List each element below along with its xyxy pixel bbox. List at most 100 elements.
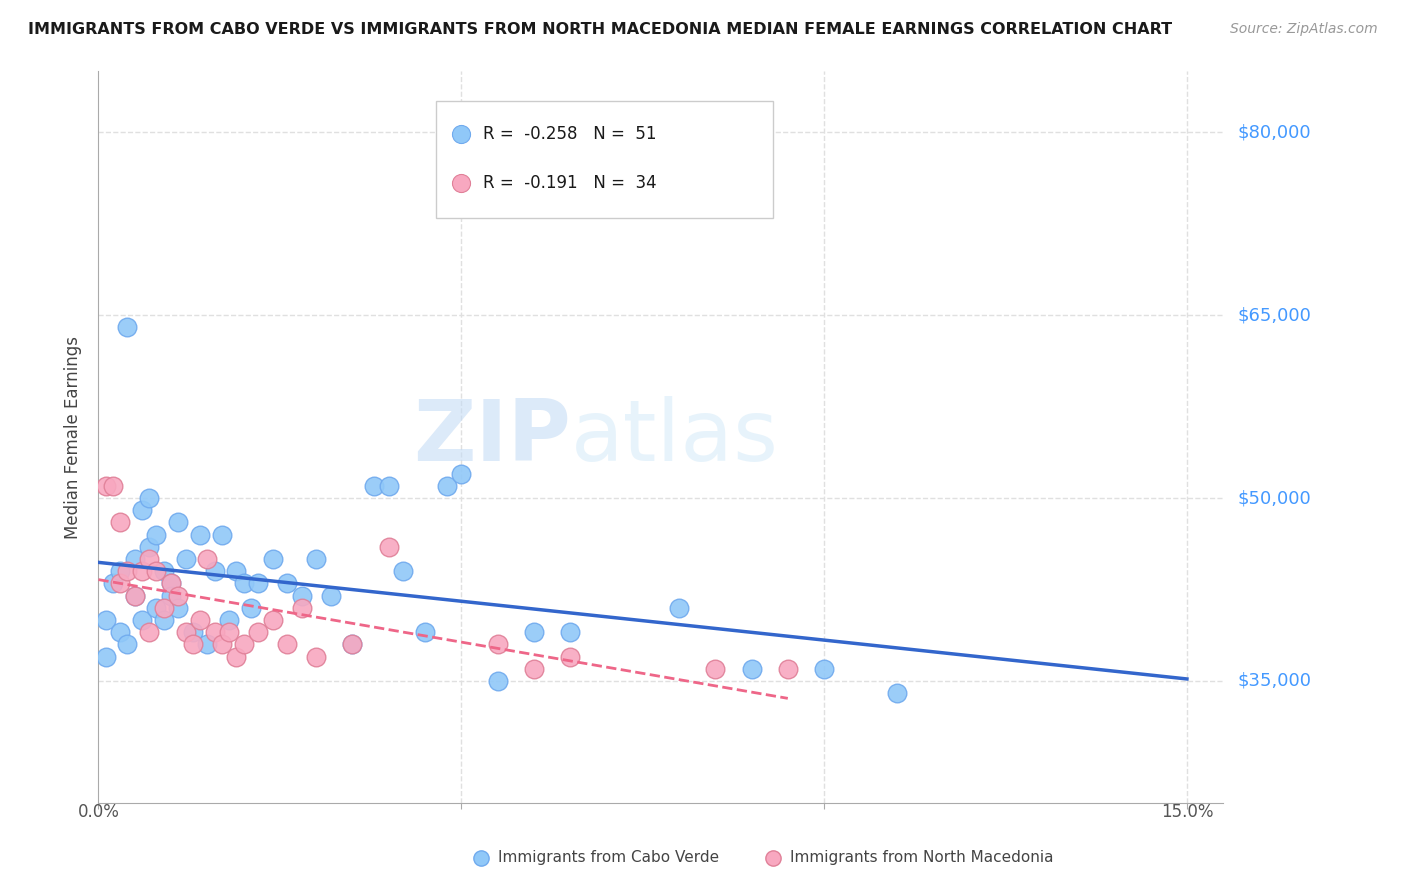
- Point: [211, 637, 233, 651]
- Text: $65,000: $65,000: [1237, 306, 1310, 324]
- Point: [704, 662, 727, 676]
- Point: [342, 637, 364, 651]
- Point: [108, 625, 131, 640]
- Point: [247, 576, 270, 591]
- Point: [813, 662, 835, 676]
- Point: [262, 613, 284, 627]
- Point: [204, 564, 226, 578]
- Text: $80,000: $80,000: [1237, 123, 1310, 141]
- Point: [211, 527, 233, 541]
- Point: [218, 613, 240, 627]
- Point: [101, 479, 124, 493]
- Point: [262, 552, 284, 566]
- Point: [436, 479, 458, 493]
- Point: [291, 589, 314, 603]
- Text: 0.0%: 0.0%: [77, 803, 120, 821]
- Point: [232, 576, 254, 591]
- Point: [195, 637, 218, 651]
- Point: [181, 637, 204, 651]
- Point: [305, 649, 328, 664]
- Point: [138, 625, 160, 640]
- Text: $50,000: $50,000: [1237, 489, 1310, 507]
- Point: [138, 552, 160, 566]
- Point: [167, 589, 190, 603]
- Point: [342, 637, 364, 651]
- Point: [145, 564, 167, 578]
- Point: [160, 576, 183, 591]
- Point: [188, 527, 211, 541]
- Point: [247, 625, 270, 640]
- Point: [188, 613, 211, 627]
- Point: [377, 540, 399, 554]
- Point: [131, 613, 153, 627]
- Point: [486, 637, 509, 651]
- Point: [450, 467, 472, 481]
- Point: [486, 673, 509, 688]
- Point: [167, 516, 190, 530]
- Point: [741, 662, 763, 676]
- Text: R =  -0.258   N =  51: R = -0.258 N = 51: [484, 125, 657, 143]
- Point: [232, 637, 254, 651]
- Point: [276, 576, 298, 591]
- Point: [363, 479, 385, 493]
- Point: [152, 613, 174, 627]
- Point: [776, 662, 799, 676]
- Point: [167, 600, 190, 615]
- Text: atlas: atlas: [571, 395, 779, 479]
- Point: [94, 649, 117, 664]
- Point: [377, 479, 399, 493]
- Point: [152, 564, 174, 578]
- Point: [145, 600, 167, 615]
- Text: Source: ZipAtlas.com: Source: ZipAtlas.com: [1230, 22, 1378, 37]
- Point: [138, 491, 160, 505]
- Point: [108, 564, 131, 578]
- Point: [117, 320, 139, 334]
- Point: [523, 662, 546, 676]
- FancyBboxPatch shape: [436, 101, 773, 218]
- Point: [225, 649, 247, 664]
- Point: [204, 625, 226, 640]
- Point: [117, 637, 139, 651]
- Text: Immigrants from Cabo Verde: Immigrants from Cabo Verde: [498, 850, 718, 865]
- Point: [108, 516, 131, 530]
- Point: [124, 589, 146, 603]
- Point: [131, 503, 153, 517]
- Point: [195, 552, 218, 566]
- Point: [392, 564, 415, 578]
- Y-axis label: Median Female Earnings: Median Female Earnings: [65, 335, 83, 539]
- Point: [124, 552, 146, 566]
- Point: [174, 552, 197, 566]
- Point: [117, 564, 139, 578]
- Point: [108, 576, 131, 591]
- Point: [131, 564, 153, 578]
- Point: [276, 637, 298, 651]
- Point: [319, 589, 342, 603]
- Point: [181, 625, 204, 640]
- Point: [124, 589, 146, 603]
- Point: [94, 479, 117, 493]
- Text: IMMIGRANTS FROM CABO VERDE VS IMMIGRANTS FROM NORTH MACEDONIA MEDIAN FEMALE EARN: IMMIGRANTS FROM CABO VERDE VS IMMIGRANTS…: [28, 22, 1173, 37]
- Point: [160, 576, 183, 591]
- Point: [152, 600, 174, 615]
- Point: [145, 527, 167, 541]
- Text: ZIP: ZIP: [413, 395, 571, 479]
- Point: [225, 564, 247, 578]
- Point: [305, 552, 328, 566]
- Text: $35,000: $35,000: [1237, 672, 1312, 690]
- Point: [523, 625, 546, 640]
- Point: [239, 600, 262, 615]
- Point: [138, 540, 160, 554]
- Point: [218, 625, 240, 640]
- Point: [668, 600, 690, 615]
- Point: [94, 613, 117, 627]
- Point: [291, 600, 314, 615]
- Point: [886, 686, 908, 700]
- Point: [101, 576, 124, 591]
- Text: Immigrants from North Macedonia: Immigrants from North Macedonia: [790, 850, 1053, 865]
- Point: [174, 625, 197, 640]
- Text: R =  -0.191   N =  34: R = -0.191 N = 34: [484, 174, 657, 192]
- Point: [160, 589, 183, 603]
- Point: [558, 625, 581, 640]
- Point: [558, 649, 581, 664]
- Point: [413, 625, 436, 640]
